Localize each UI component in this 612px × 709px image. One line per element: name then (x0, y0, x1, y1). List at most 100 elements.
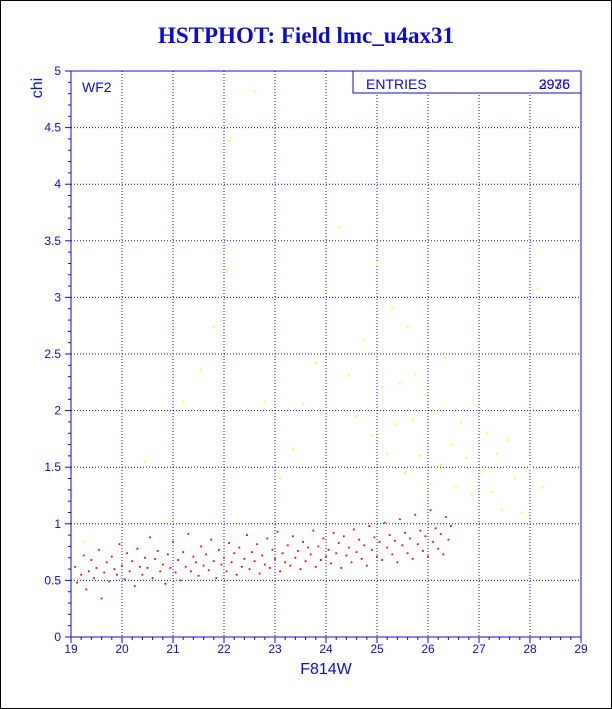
data-point-red (80, 573, 83, 576)
data-point-red (388, 534, 391, 537)
data-point-red (416, 543, 419, 546)
x-tick-label: 21 (166, 642, 180, 656)
x-tick-label: 26 (421, 642, 435, 656)
data-point-red (337, 542, 340, 544)
x-tick-label: 23 (268, 642, 282, 656)
data-point-red (195, 561, 197, 564)
x-tick-label: 20 (115, 642, 129, 656)
data-point-red (269, 567, 271, 569)
data-point-red (136, 547, 139, 550)
data-point-red (182, 551, 185, 553)
data-point-yellow (521, 511, 524, 514)
data-point-yellow (506, 439, 508, 441)
data-point-red (447, 538, 450, 541)
data-point-red (368, 525, 371, 527)
data-point-yellow (279, 477, 281, 480)
data-point-red (172, 541, 174, 543)
data-point-red (444, 516, 447, 518)
data-point-yellow (465, 457, 468, 460)
data-point-red (258, 572, 261, 575)
data-point-red (113, 568, 116, 570)
stats-box (352, 70, 582, 94)
data-point-red (304, 560, 307, 563)
data-point-red (383, 521, 386, 524)
y-tick-label: 0.5 (44, 573, 61, 587)
data-point-yellow (363, 339, 366, 342)
data-point-red (210, 538, 213, 541)
data-point-yellow (529, 466, 531, 469)
x-tick-label: 19 (64, 642, 78, 656)
stats-label: ENTRIES (366, 76, 427, 92)
stats-value-overlay: 3935 (539, 76, 570, 92)
y-tick-label: 2.5 (44, 347, 61, 361)
data-point-red (286, 544, 289, 547)
data-point-red (434, 527, 437, 530)
data-point-yellow (444, 357, 447, 360)
data-point-red (291, 535, 294, 538)
data-point-red (284, 561, 287, 564)
data-point-red (393, 539, 396, 542)
data-point-red (330, 562, 332, 565)
data-point-red (406, 552, 409, 555)
x-tick-label: 29 (574, 642, 588, 656)
data-point-red (118, 543, 121, 546)
data-point-red (187, 533, 190, 535)
data-point-red (332, 531, 335, 534)
data-point-red (146, 567, 149, 569)
data-point-red (184, 565, 187, 568)
data-point-red (220, 563, 223, 566)
data-point-red (98, 548, 100, 551)
data-point-yellow (253, 90, 256, 93)
data-point-red (274, 557, 276, 560)
data-point-yellow (82, 541, 85, 543)
data-point-red (439, 533, 442, 535)
data-point-red (353, 528, 355, 531)
data-point-red (429, 509, 432, 512)
x-tick-label: 22 (217, 642, 231, 656)
data-point-red (235, 573, 238, 576)
data-point-red (414, 513, 417, 516)
x-tick-label: 25 (370, 642, 384, 656)
data-point-red (442, 553, 445, 556)
data-point-yellow (406, 325, 409, 328)
data-point-yellow (348, 374, 350, 377)
data-point-yellow (200, 368, 202, 371)
data-point-red (317, 545, 320, 548)
data-point-red (154, 557, 157, 560)
data-point-yellow (460, 421, 463, 423)
data-point-yellow (495, 452, 498, 455)
data-point-red (327, 548, 330, 551)
data-point-red (422, 550, 424, 552)
data-point-yellow (169, 520, 172, 523)
data-point-red (85, 588, 88, 591)
x-axis-label: F814W (300, 661, 352, 678)
y-axis-label: chi (29, 78, 46, 98)
data-point-yellow (541, 486, 544, 489)
data-point-red (271, 548, 274, 551)
data-point-yellow (480, 470, 483, 473)
data-point-red (164, 582, 167, 585)
data-point-red (320, 559, 322, 561)
data-point-red (371, 548, 373, 551)
data-point-red (391, 553, 394, 556)
data-point-red (144, 556, 146, 559)
data-point-red (228, 542, 230, 544)
data-point-red (450, 525, 452, 527)
data-point-yellow (470, 493, 473, 496)
data-point-red (381, 559, 383, 561)
data-point-red (297, 550, 299, 552)
data-point-yellow (414, 373, 417, 376)
data-point-yellow (225, 269, 228, 272)
data-point-red (238, 546, 241, 549)
data-point-red (263, 563, 266, 566)
data-point-yellow (314, 362, 317, 364)
data-point-red (309, 553, 312, 556)
data-point-red (126, 552, 128, 555)
data-point-red (248, 568, 251, 570)
data-point-red (350, 561, 353, 564)
data-point-red (95, 567, 98, 569)
data-point-yellow (263, 400, 266, 403)
data-point-red (225, 570, 228, 573)
data-point-yellow (501, 509, 503, 512)
